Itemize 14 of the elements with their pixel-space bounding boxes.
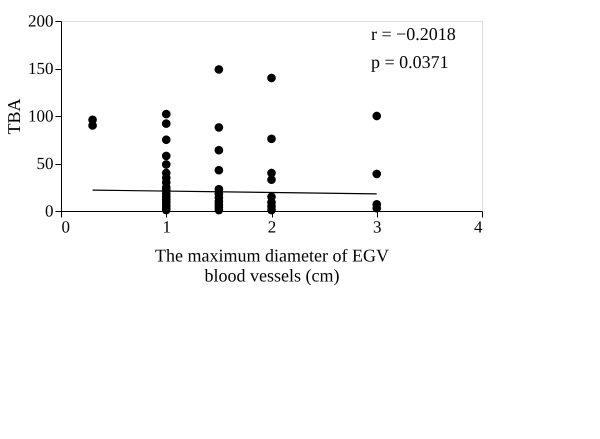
- y-axis-title: TBA: [4, 98, 24, 134]
- x-tick-label: 0: [62, 218, 70, 236]
- annotation: p = 0.0371: [371, 52, 449, 72]
- x-tick-label: 2: [268, 218, 276, 236]
- y-tick-label: 0: [45, 202, 54, 220]
- y-tick-label: 200: [28, 12, 54, 30]
- y-tick-label: 50: [36, 154, 54, 173]
- y-tick-label: 100: [28, 106, 54, 126]
- x-tick-label: 3: [373, 218, 382, 236]
- annotation: r = −0.2018: [371, 24, 456, 44]
- x-tick-label: 1: [162, 218, 171, 236]
- x-axis-title: The maximum diameter of EGV blood vessels (cm): [155, 246, 389, 286]
- y-tick-label: 150: [28, 59, 54, 78]
- x-tick-label: 4: [474, 218, 483, 236]
